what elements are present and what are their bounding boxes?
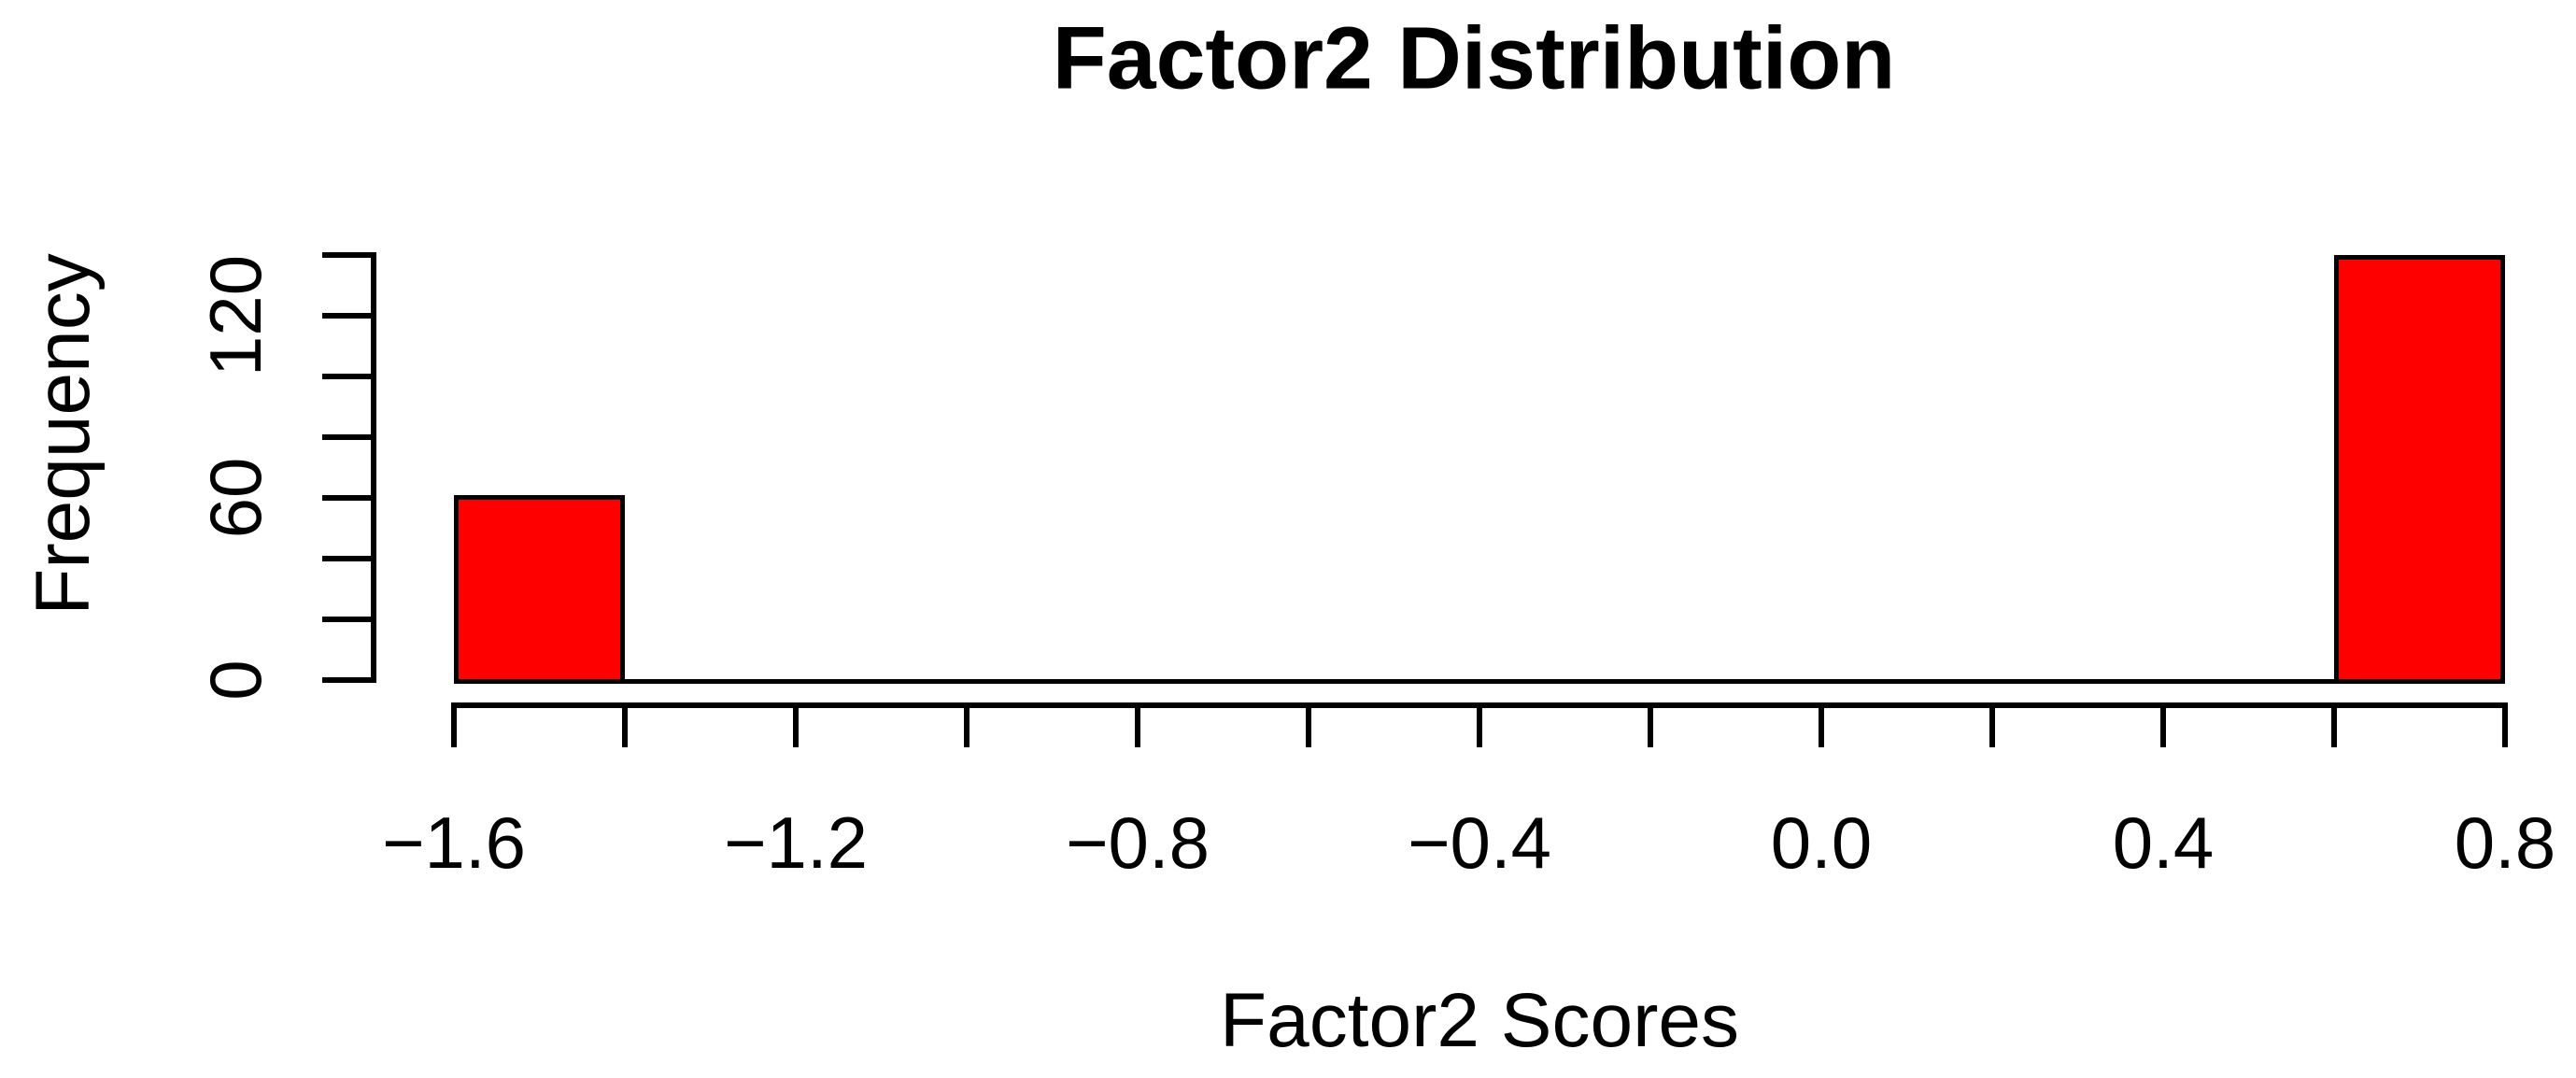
x-axis-title: Factor2 Scores	[1220, 978, 1739, 1063]
y-axis-tick	[322, 252, 371, 258]
y-axis-tick	[322, 495, 371, 501]
x-tick-label: 0.4	[2112, 801, 2215, 884]
x-axis-tick	[451, 708, 457, 747]
y-axis-tick	[322, 617, 371, 622]
y-axis-tick	[322, 374, 371, 379]
x-tick-label: 0.0	[1770, 801, 1873, 884]
x-tick-label: −1.2	[724, 801, 868, 884]
x-axis-line	[451, 702, 2508, 708]
x-axis-tick	[1819, 708, 1824, 747]
x-axis-tick	[1135, 708, 1140, 747]
histogram-bar	[2334, 255, 2505, 684]
histogram-bar	[454, 494, 625, 684]
chart-title: Factor2 Distribution	[1052, 8, 1896, 108]
y-axis-tick	[322, 556, 371, 561]
histogram-baseline	[454, 678, 2505, 684]
x-tick-label: −0.4	[1408, 801, 1551, 884]
y-tick-label: 120	[194, 254, 276, 377]
y-axis-line	[371, 252, 376, 683]
x-tick-label: −1.6	[382, 801, 526, 884]
x-axis-tick	[1477, 708, 1482, 747]
x-axis-tick	[1306, 708, 1311, 747]
y-axis-tick	[322, 434, 371, 440]
y-tick-label: 0	[194, 660, 276, 701]
x-axis-tick	[2331, 708, 2337, 747]
x-tick-label: −0.8	[1066, 801, 1210, 884]
x-axis-tick	[2160, 708, 2166, 747]
y-axis-tick	[322, 313, 371, 319]
x-axis-tick	[1989, 708, 1995, 747]
y-axis-tick	[322, 677, 371, 683]
y-tick-label: 60	[194, 457, 276, 539]
x-axis-tick	[2502, 708, 2508, 747]
x-axis-tick	[1648, 708, 1653, 747]
x-axis-tick	[622, 708, 628, 747]
x-tick-label: 0.8	[2454, 801, 2556, 884]
x-axis-tick	[964, 708, 970, 747]
x-axis-tick	[793, 708, 799, 747]
